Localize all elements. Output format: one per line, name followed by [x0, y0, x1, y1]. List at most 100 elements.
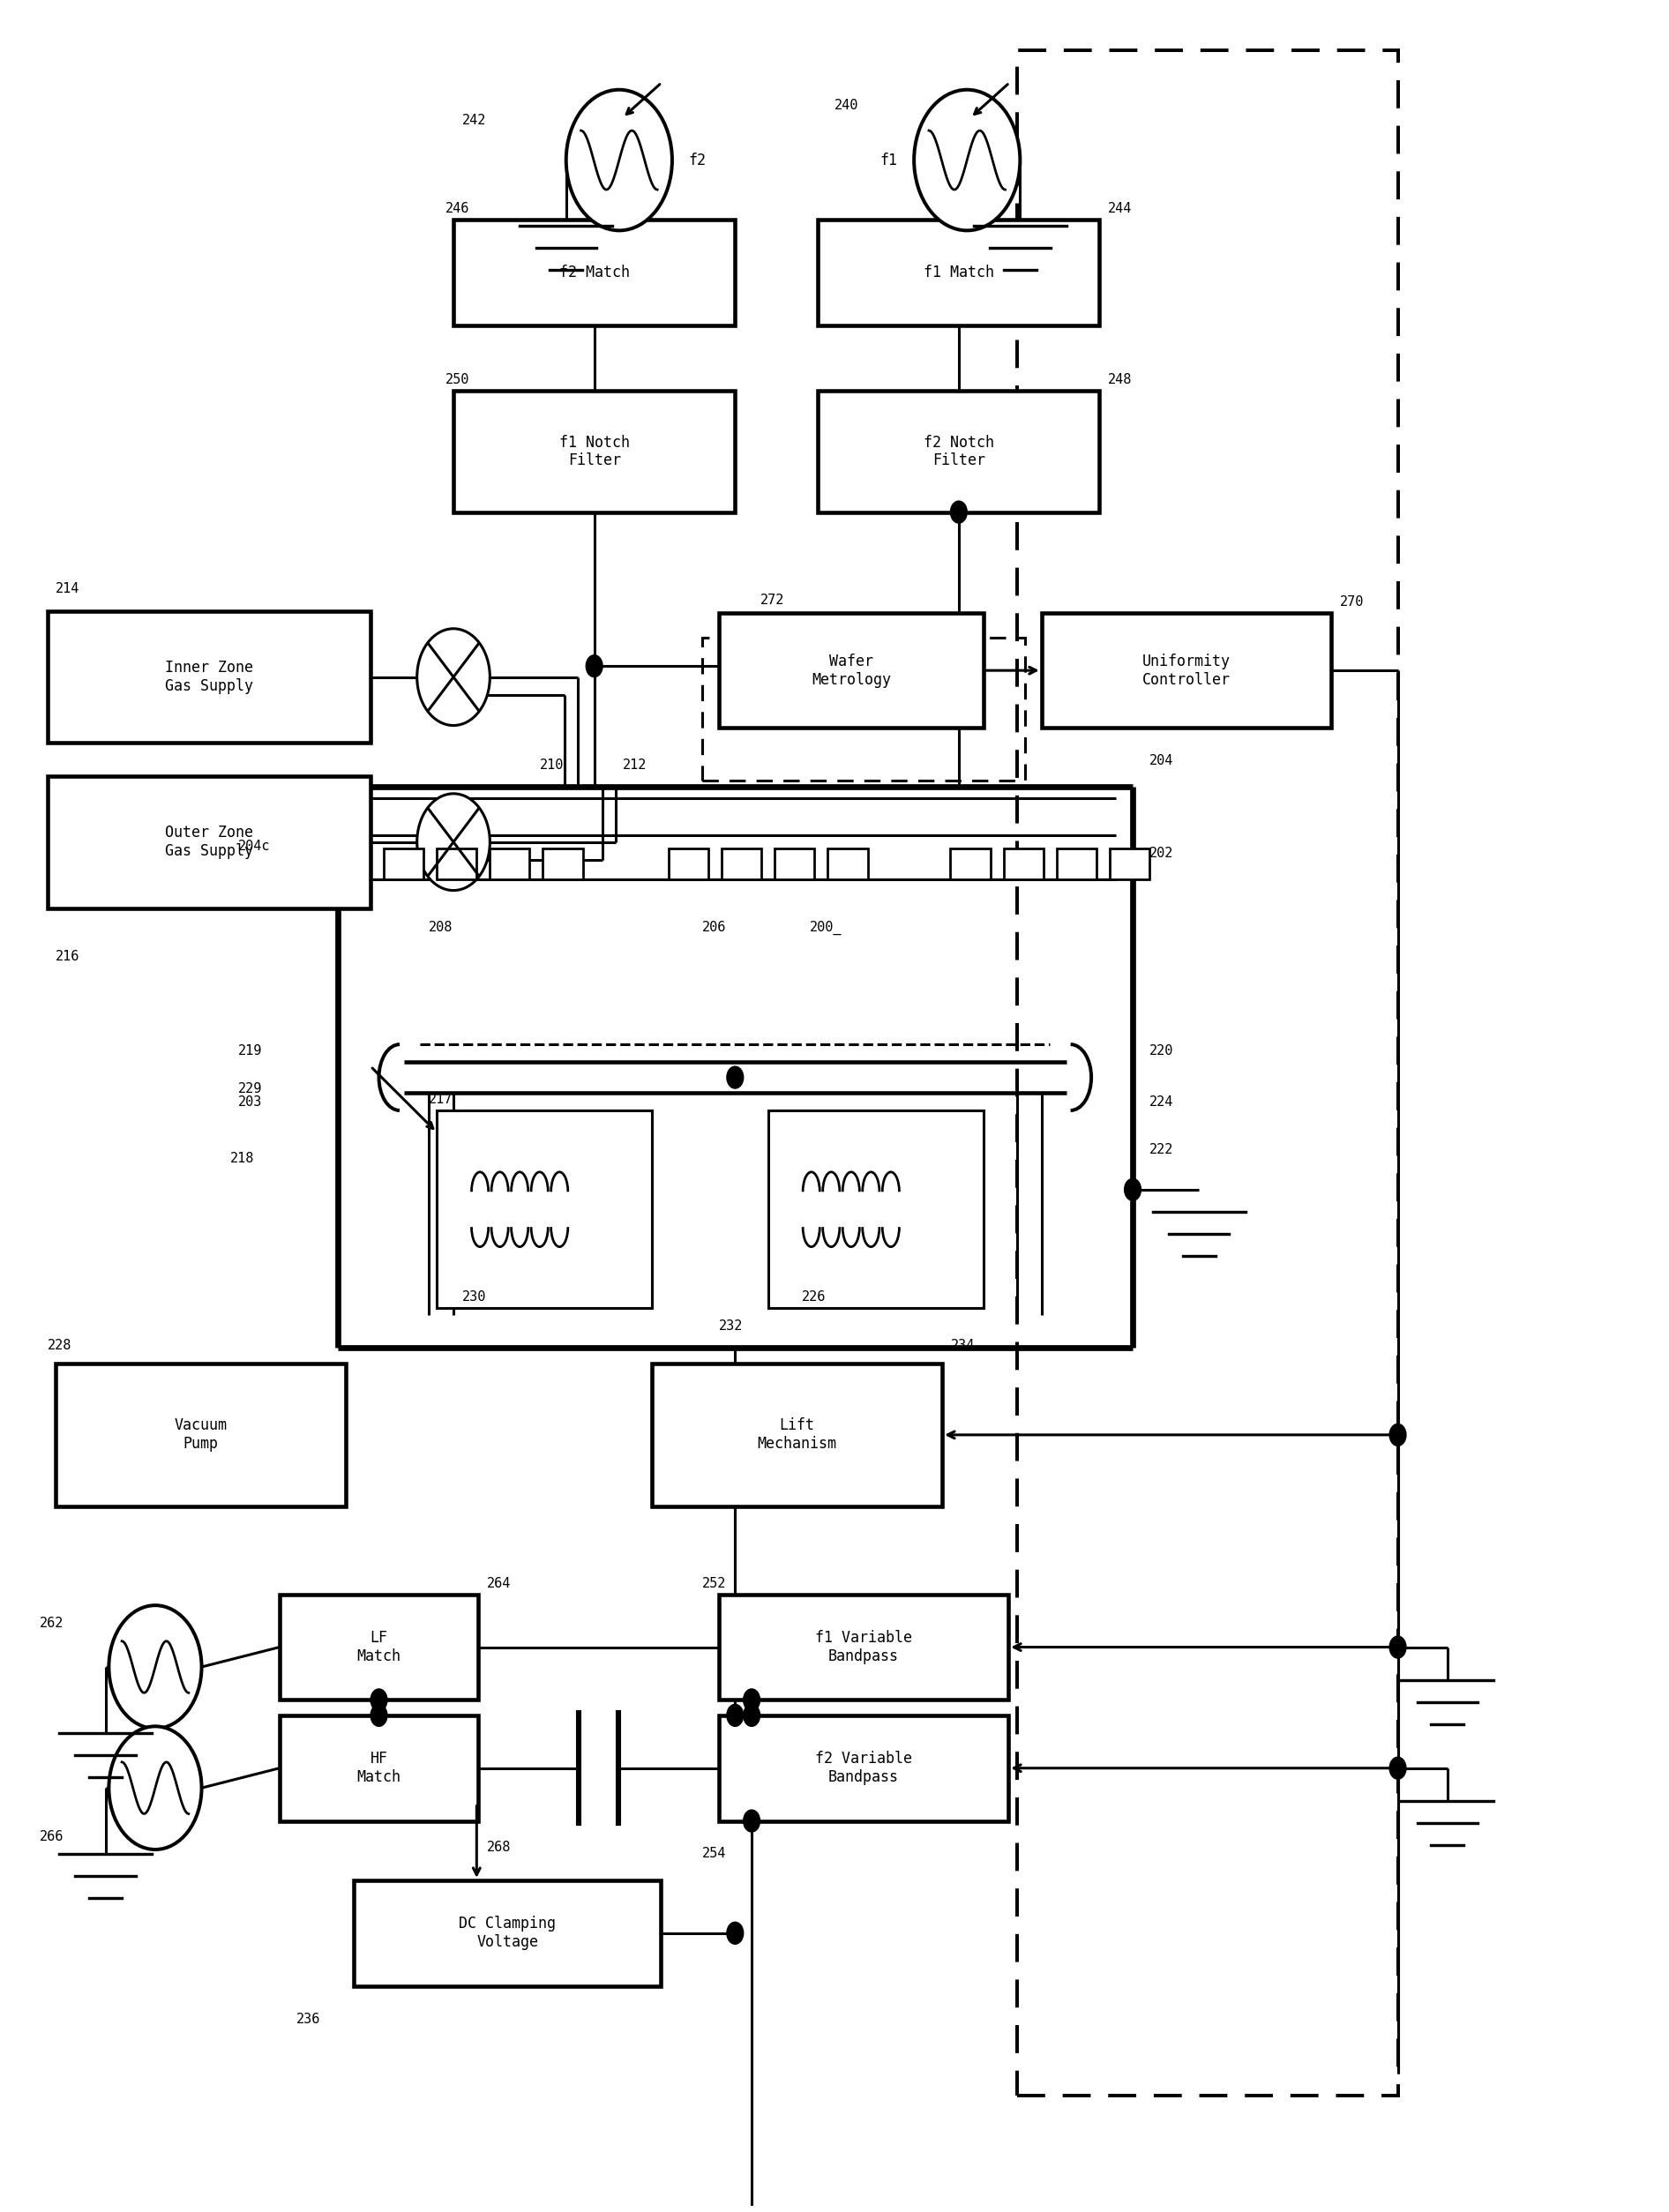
Bar: [279, 1714, 479, 1820]
Circle shape: [743, 1690, 759, 1710]
Text: 208: 208: [429, 920, 452, 933]
Text: 240: 240: [834, 100, 858, 113]
Text: 230: 230: [462, 1292, 486, 1305]
Circle shape: [417, 628, 491, 726]
Text: 252: 252: [703, 1577, 726, 1590]
Text: 246: 246: [446, 201, 469, 215]
Bar: [828, 849, 868, 880]
Circle shape: [950, 502, 966, 522]
Text: f1 Match: f1 Match: [923, 265, 995, 281]
Circle shape: [417, 794, 491, 891]
Text: 210: 210: [539, 759, 564, 772]
Bar: [719, 1595, 1008, 1701]
Bar: [774, 849, 814, 880]
Text: 264: 264: [487, 1577, 511, 1590]
Text: 217: 217: [429, 1093, 452, 1106]
Text: f2 Notch
Filter: f2 Notch Filter: [923, 434, 995, 469]
Bar: [719, 613, 983, 728]
Bar: [47, 611, 371, 743]
Text: 218: 218: [230, 1152, 254, 1166]
Bar: [354, 1880, 661, 1986]
Circle shape: [726, 1922, 743, 1944]
Text: 229: 229: [239, 1082, 262, 1095]
Bar: [542, 849, 582, 880]
Text: 248: 248: [1108, 374, 1132, 387]
Bar: [437, 1110, 653, 1307]
Circle shape: [726, 1066, 743, 1088]
Bar: [703, 637, 1025, 781]
Bar: [491, 849, 529, 880]
Text: Vacuum
Pump: Vacuum Pump: [174, 1418, 227, 1451]
Bar: [719, 1714, 1008, 1820]
Bar: [1056, 849, 1097, 880]
Text: 268: 268: [487, 1840, 511, 1854]
Text: DC Clamping
Voltage: DC Clamping Voltage: [459, 1916, 556, 1951]
Text: 250: 250: [446, 374, 469, 387]
Circle shape: [1390, 1637, 1405, 1659]
Text: Inner Zone
Gas Supply: Inner Zone Gas Supply: [165, 659, 254, 695]
Bar: [950, 849, 990, 880]
Text: 222: 222: [1150, 1144, 1173, 1157]
Circle shape: [371, 1690, 387, 1710]
Text: f1: f1: [880, 153, 898, 168]
Text: f2 Variable
Bandpass: f2 Variable Bandpass: [814, 1752, 911, 1785]
Bar: [1110, 849, 1150, 880]
Bar: [55, 1363, 345, 1506]
Text: 234: 234: [950, 1338, 975, 1352]
Text: f1 Variable
Bandpass: f1 Variable Bandpass: [814, 1630, 911, 1663]
Bar: [454, 392, 734, 511]
Circle shape: [566, 91, 673, 230]
Circle shape: [743, 1703, 759, 1725]
Bar: [768, 1110, 983, 1307]
Text: 228: 228: [47, 1338, 72, 1352]
Bar: [384, 849, 424, 880]
Circle shape: [108, 1606, 202, 1728]
Text: 220: 220: [1150, 1044, 1173, 1057]
Bar: [47, 776, 371, 907]
Text: 226: 226: [801, 1292, 826, 1305]
Circle shape: [743, 1809, 759, 1832]
Text: 224: 224: [1150, 1095, 1173, 1108]
Text: 203: 203: [239, 1095, 262, 1108]
Text: 204: 204: [1150, 754, 1173, 768]
Text: f2: f2: [689, 153, 706, 168]
Text: 270: 270: [1340, 595, 1364, 608]
Text: 272: 272: [759, 593, 784, 606]
Circle shape: [108, 1725, 202, 1849]
Circle shape: [1390, 1425, 1405, 1447]
Text: Lift
Mechanism: Lift Mechanism: [758, 1418, 836, 1451]
Bar: [669, 849, 709, 880]
Text: 254: 254: [703, 1847, 726, 1860]
Text: 214: 214: [55, 582, 80, 595]
Text: 200̲: 200̲: [809, 920, 843, 936]
Text: 232: 232: [719, 1318, 743, 1332]
Text: HF
Match: HF Match: [357, 1752, 401, 1785]
Bar: [437, 849, 477, 880]
Text: 244: 244: [1108, 201, 1132, 215]
Bar: [454, 219, 734, 325]
Text: f2 Match: f2 Match: [559, 265, 629, 281]
Text: 266: 266: [40, 1829, 63, 1843]
Text: 202: 202: [1150, 847, 1173, 860]
Text: 212: 212: [623, 759, 646, 772]
Text: 242: 242: [462, 113, 486, 126]
Bar: [818, 392, 1100, 511]
Bar: [818, 219, 1100, 325]
Circle shape: [586, 655, 603, 677]
Text: Uniformity
Controller: Uniformity Controller: [1143, 653, 1230, 688]
Text: 204c: 204c: [239, 841, 270, 854]
Bar: [1016, 51, 1399, 2097]
Text: 219: 219: [239, 1044, 262, 1057]
Bar: [1003, 849, 1043, 880]
Circle shape: [1390, 1756, 1405, 1778]
Text: f1 Notch
Filter: f1 Notch Filter: [559, 434, 629, 469]
Circle shape: [726, 1703, 743, 1725]
Text: 206: 206: [703, 920, 726, 933]
Bar: [653, 1363, 943, 1506]
Circle shape: [915, 91, 1020, 230]
Text: Wafer
Metrology: Wafer Metrology: [811, 653, 891, 688]
Text: 216: 216: [55, 949, 80, 962]
Bar: [1041, 613, 1332, 728]
Text: 262: 262: [40, 1617, 63, 1630]
Circle shape: [371, 1703, 387, 1725]
